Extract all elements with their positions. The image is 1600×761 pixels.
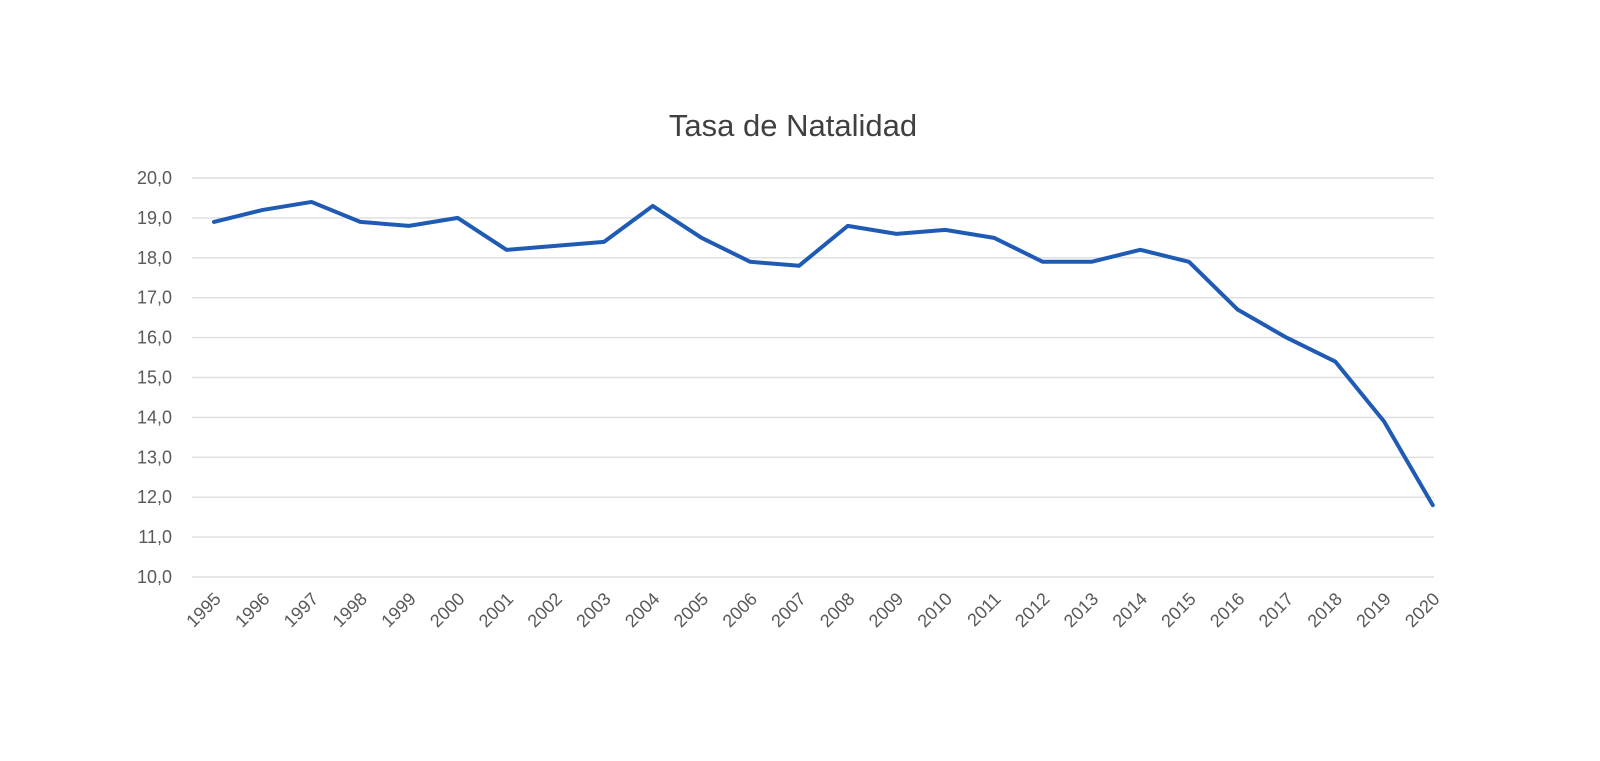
data-point [456,216,460,220]
x-tick-label: 1998 [329,589,371,631]
data-point [1090,260,1093,264]
y-tick-label: 17,0 [137,288,172,308]
y-tick-label: 16,0 [137,328,172,348]
data-point [212,220,216,224]
data-point [1285,336,1288,340]
x-tick-label: 2013 [1060,589,1102,631]
data-point [261,208,265,212]
y-tick-label: 11,0 [138,527,172,547]
y-tick-label: 20,0 [137,168,172,188]
data-point [553,244,557,248]
data-point [1431,503,1435,507]
data-point [358,220,362,224]
x-tick-label: 2007 [767,589,809,631]
x-tick-label: 1997 [280,589,322,631]
data-point [1333,360,1337,364]
data-point [846,224,850,228]
y-tick-label: 19,0 [137,208,172,228]
x-tick-label: 2020 [1401,589,1443,631]
x-tick-label: 2017 [1255,589,1297,631]
data-point [310,200,313,204]
x-tick-label: 2004 [621,589,663,631]
data-point [602,240,606,244]
data-point [1236,308,1240,312]
data-point [407,224,411,228]
x-tick-label: 2006 [719,589,761,631]
series-line [212,199,1435,508]
y-axis: 20,0 19,0 18,0 17,0 16,0 15,0 14,0 13,0 12,0 11,0… [137,168,172,587]
y-tick-label: 12,0 [137,487,172,507]
x-tick-label: 2014 [1109,589,1151,631]
x-tick-label: 2001 [475,589,517,631]
x-tick-label: 2003 [572,589,614,631]
y-tick-label: 13,0 [137,447,172,467]
x-tick-label: 1995 [182,589,224,631]
y-tick-label: 18,0 [137,248,172,268]
x-tick-label: 2000 [426,589,468,631]
x-tick-label: 1999 [377,589,419,631]
data-point [1187,260,1191,264]
x-tick-label: 2008 [816,589,858,631]
data-point [700,236,703,240]
x-tick-label: 2002 [524,589,566,631]
data-point [992,236,996,240]
data-point [748,260,752,264]
data-point [651,204,655,208]
y-tick-label: 15,0 [137,368,172,388]
y-tick-label: 10,0 [137,567,172,587]
chart-title: Tasa de Natalidad [669,108,917,143]
x-tick-label: 2010 [914,589,956,631]
series-group [212,199,1435,508]
x-tick-label: 2019 [1352,589,1394,631]
x-axis: 1995 1996 1997 1998 1999 2000 2001 2002 2003 2004… [182,589,1443,631]
x-tick-label: 2016 [1206,589,1248,631]
data-point [1041,260,1045,264]
data-point [797,264,801,268]
x-tick-label: 2015 [1157,589,1199,631]
x-tick-label: 2011 [963,589,1005,631]
data-point [1138,248,1142,252]
x-tick-label: 2009 [865,589,907,631]
y-tick-label: 14,0 [137,407,172,427]
data-point [505,248,508,252]
x-tick-label: 2005 [670,589,712,631]
data-point [1382,419,1386,423]
x-tick-label: 2012 [1011,589,1053,631]
data-point [895,232,898,236]
data-point [943,228,947,232]
x-tick-label: 1996 [231,589,273,631]
x-tick-label: 2018 [1304,589,1346,631]
gridlines [192,177,1434,578]
